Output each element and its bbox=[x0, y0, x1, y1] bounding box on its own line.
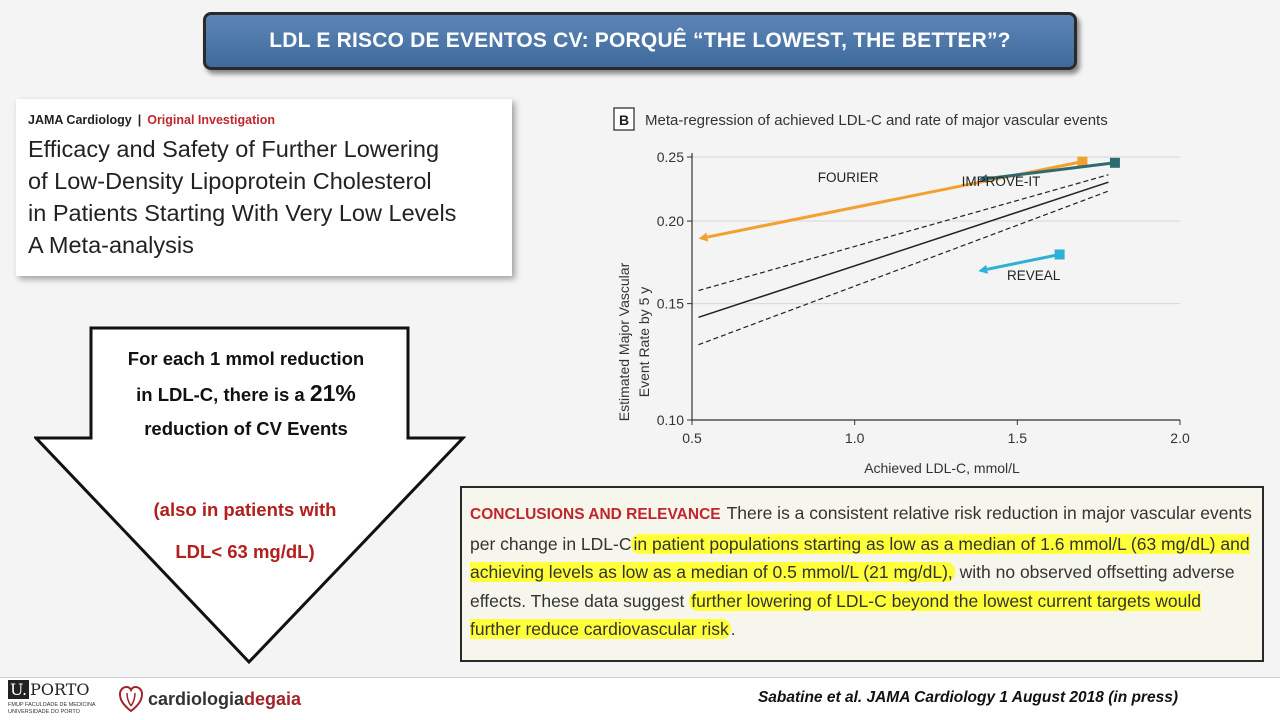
conclusions-box: CONCLUSIONS AND RELEVANCE There is a cons… bbox=[460, 486, 1264, 662]
arrow-line-2-text: in LDL-C, there is a bbox=[136, 384, 310, 405]
slide-title-banner: LDL E RISCO DE EVENTOS CV: PORQUÊ “THE L… bbox=[203, 12, 1077, 70]
down-arrow-shape bbox=[34, 326, 466, 665]
cg-logo-part-2: degaia bbox=[244, 688, 302, 709]
footer-bar: U. PORTO FMUP FACULDADE DE MEDICINA UNIVE… bbox=[0, 677, 1280, 720]
x-tick-label: 2.0 bbox=[1170, 430, 1190, 446]
y-axis-label-line-1: Estimated Major Vascular bbox=[616, 262, 632, 421]
article-type: Original Investigation bbox=[147, 113, 276, 127]
ci-lower-line bbox=[698, 190, 1109, 346]
trial-start-marker bbox=[1109, 157, 1120, 168]
conclusions-label: CONCLUSIONS AND RELEVANCE bbox=[470, 506, 721, 523]
up-logo-main: U. PORTO bbox=[8, 680, 90, 699]
cg-logo-part-1: cardiologia bbox=[148, 688, 245, 709]
arrow-note-line-1: (also in patients with bbox=[153, 499, 337, 520]
cardiologia-de-gaia-logo: cardiologiadegaia bbox=[118, 684, 301, 714]
journal-name: JAMA Cardiology bbox=[28, 113, 132, 127]
arrow-main-text: For each 1 mmol reduction in LDL-C, ther… bbox=[126, 342, 366, 446]
x-tick-label: 0.5 bbox=[682, 430, 702, 446]
up-logo-name: PORTO bbox=[30, 680, 90, 699]
x-tick-label: 1.0 bbox=[845, 430, 865, 446]
trial-arrow-head bbox=[978, 174, 988, 184]
paper-title-line: in Patients Starting With Very Low Level… bbox=[28, 200, 457, 226]
paper-title-line: of Low-Density Lipoprotein Cholesterol bbox=[28, 168, 432, 194]
journal-separator: | bbox=[137, 113, 142, 127]
trial-arrow-line bbox=[987, 161, 1116, 181]
x-tick-label: 1.5 bbox=[1008, 430, 1028, 446]
y-tick-label: 0.10 bbox=[657, 412, 684, 428]
trial-label: FOURIER bbox=[818, 170, 879, 185]
paper-title: Efficacy and Safety of Further Lowering … bbox=[28, 133, 500, 261]
ci-upper-line bbox=[698, 174, 1109, 292]
paper-title-line: Efficacy and Safety of Further Lowering bbox=[28, 136, 440, 162]
conclusions-text: There is a consistent relative risk redu… bbox=[470, 503, 1252, 554]
university-porto-logo: U. PORTO FMUP FACULDADE DE MEDICINA UNIVE… bbox=[8, 680, 108, 718]
meta-regression-chart: B Meta-regression of achieved LDL-C and … bbox=[600, 100, 1220, 480]
trial-arrow-line bbox=[986, 253, 1060, 271]
arrow-line-2: in LDL-C, there is a 21% bbox=[126, 376, 366, 412]
cg-logo-text: cardiologiadegaia bbox=[148, 689, 301, 710]
y-tick-label: 0.15 bbox=[657, 296, 684, 312]
panel-label: B bbox=[619, 112, 629, 128]
trial-arrow-head bbox=[698, 232, 709, 242]
conclusions-text: with no observed offsetting adverse effe… bbox=[470, 562, 1235, 611]
trial-start-marker bbox=[1077, 156, 1088, 167]
up-logo-sub-2: UNIVERSIDADE DO PORTO bbox=[8, 708, 80, 715]
conclusions-text: . bbox=[730, 619, 736, 639]
trial-label: IMPROVE-IT bbox=[962, 174, 1041, 189]
down-arrow-callout: For each 1 mmol reduction in LDL-C, ther… bbox=[34, 326, 466, 666]
up-logo-subtitle: FMUP FACULDADE DE MEDICINA UNIVERSIDADE … bbox=[8, 702, 96, 715]
up-logo-sub-1: FMUP FACULDADE DE MEDICINA bbox=[8, 702, 96, 708]
chart-svg: B Meta-regression of achieved LDL-C and … bbox=[613, 107, 1190, 476]
y-axis-label-line-2: Event Rate by 5 y bbox=[636, 287, 652, 398]
citation: Sabatine et al. JAMA Cardiology 1 August… bbox=[757, 689, 1178, 706]
heart-icon bbox=[118, 685, 144, 713]
trial-label: REVEAL bbox=[1007, 268, 1061, 283]
slide-title: LDL E RISCO DE EVENTOS CV: PORQUÊ “THE L… bbox=[269, 29, 1011, 52]
chart-plot-area: 0.25 0.20 0.15 0.10 0.5 1.0 1.5 2.0 FOURIER IMPRO… bbox=[657, 149, 1190, 446]
arrow-line-3: reduction of CV Events bbox=[144, 418, 348, 439]
panel-label-box bbox=[613, 107, 635, 131]
regression-line bbox=[698, 181, 1109, 319]
paper-header-card: JAMA Cardiology | Original Investigation E… bbox=[16, 99, 512, 276]
trial-arrow-head bbox=[978, 264, 989, 274]
journal-line: JAMA Cardiology | Original Investigation bbox=[28, 113, 500, 127]
up-logo-letter: U. bbox=[8, 680, 30, 699]
arrow-note-line-2: LDL< 63 mg/dL) bbox=[175, 541, 315, 562]
paper-subtitle: A Meta-analysis bbox=[28, 232, 194, 258]
y-tick-label: 0.25 bbox=[657, 149, 684, 165]
x-axis-label: Achieved LDL-C, mmol/L bbox=[864, 460, 1020, 476]
trial-start-marker bbox=[1054, 249, 1065, 260]
arrow-line-1: For each 1 mmol reduction bbox=[127, 348, 365, 369]
arrow-note-text: (also in patients with LDL< 63 mg/dL) bbox=[104, 489, 386, 573]
risk-reduction-percent: 21% bbox=[309, 380, 356, 406]
y-tick-label: 0.20 bbox=[657, 213, 684, 229]
chart-title: Meta-regression of achieved LDL-C and ra… bbox=[645, 112, 1108, 129]
